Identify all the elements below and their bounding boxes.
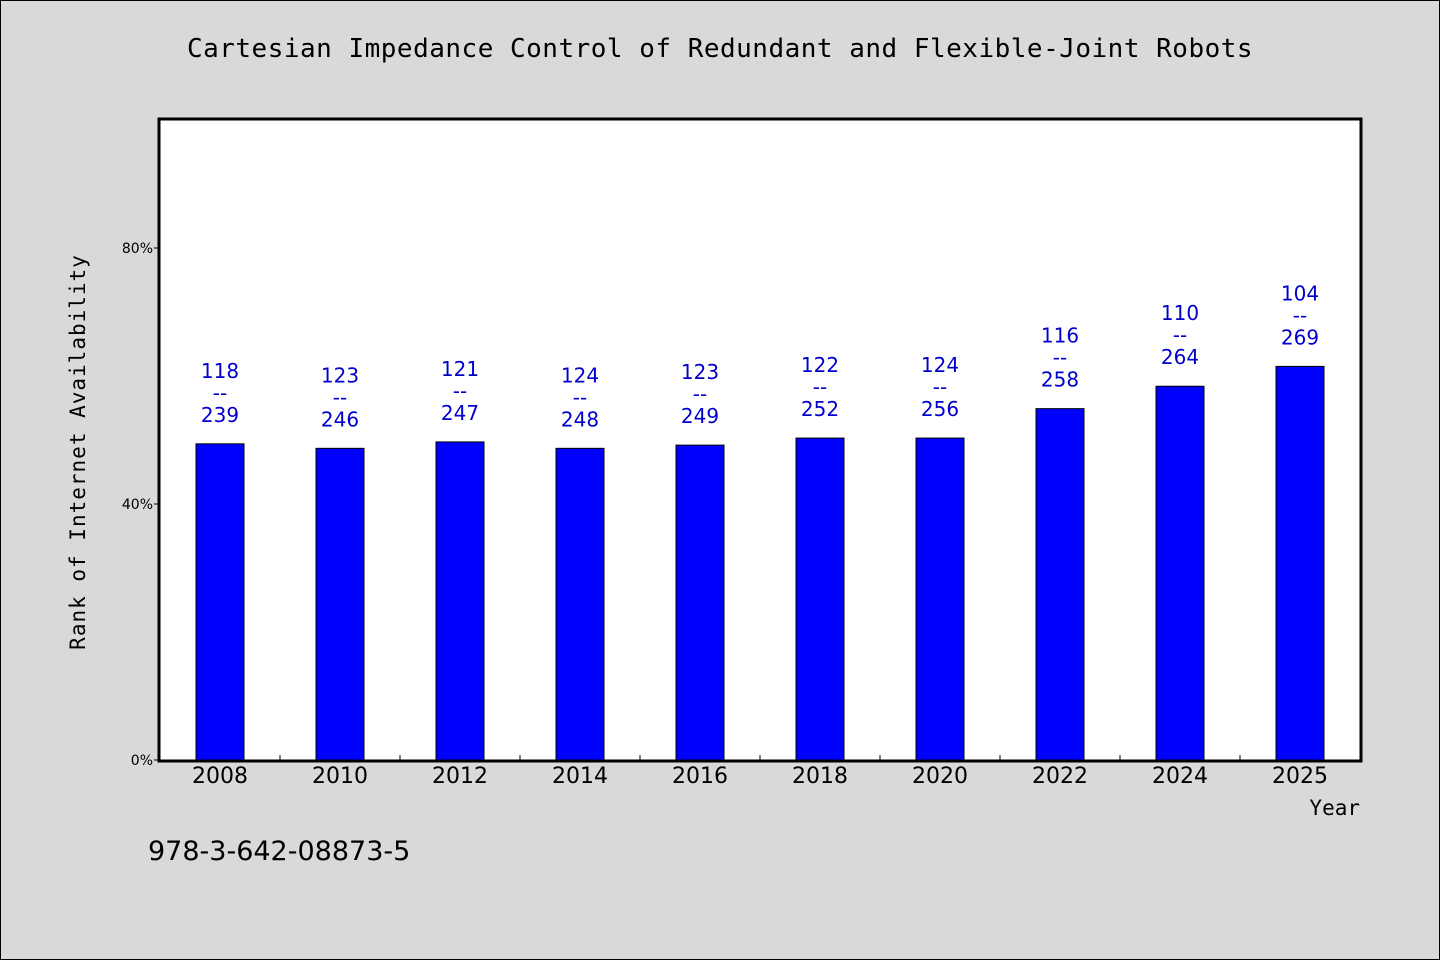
x-tick-label-2020: 2020 [912,764,968,789]
data-label-2018-line-2: -- [813,375,827,399]
y-tick-label-40: 40% [122,497,153,513]
data-label-2014-line-1: 124 [561,363,599,387]
data-label-2008-line-1: 118 [201,359,239,383]
data-label-2018-line-1: 122 [801,353,839,377]
bar-2020 [915,437,965,761]
data-label-2020-line-2: -- [933,375,947,399]
x-tick-label-2025: 2025 [1272,764,1328,789]
x-tick-label-2014: 2014 [552,764,608,789]
data-label-2014-line-2: -- [573,385,587,409]
bar-2008 [195,443,245,761]
data-label-2014-line-3: 248 [561,407,599,431]
data-label-2016-line-2: -- [693,382,707,406]
data-label-2012-line-3: 247 [441,401,479,425]
data-label-2018-line-3: 252 [801,397,839,421]
data-label-2010-line-2: -- [333,385,347,409]
data-label-2024-line-2: -- [1173,323,1187,347]
data-label-2010-line-1: 123 [321,363,359,387]
x-axis: 2008 2010 2012 2014 2016 2018 2020 2022 2024 2025 [192,755,1328,789]
x-tick-label-2024: 2024 [1152,764,1208,789]
bars-group [195,365,1325,761]
x-tick-label-2010: 2010 [312,764,368,789]
isbn-text: 978-3-642-08873-5 [148,836,411,867]
data-label-2008-line-3: 239 [201,403,239,427]
x-tick-label-2008: 2008 [192,764,248,789]
bar-2024 [1155,385,1205,761]
data-label-2025-line-2: -- [1293,303,1307,327]
bar-2022 [1035,408,1085,761]
data-label-2020-line-1: 124 [921,353,959,377]
data-label-2022-line-3: 258 [1041,368,1079,392]
data-label-2016-line-3: 249 [681,404,719,428]
y-tick-label-0: 0% [131,753,153,769]
bar-2012 [435,441,485,761]
x-tick-label-2022: 2022 [1032,764,1088,789]
x-tick-label-2018: 2018 [792,764,848,789]
data-label-2016-line-1: 123 [681,360,719,384]
bar-2014 [555,447,605,761]
y-axis: 0% 40% 80% [122,241,160,769]
bar-2025 [1275,365,1325,761]
x-tick-label-2012: 2012 [432,764,488,789]
data-label-2022-line-1: 116 [1041,324,1079,348]
data-label-2024-line-1: 110 [1161,301,1199,325]
data-label-2024-line-3: 264 [1161,345,1199,369]
data-label-2025-line-1: 104 [1281,281,1319,305]
data-label-2012-line-2: -- [453,379,467,403]
bar-2010 [315,447,365,761]
data-labels-group: 118--239123--246121--247124--248123--249… [201,281,1319,431]
y-tick-label-80: 80% [122,241,153,257]
data-label-2012-line-1: 121 [441,357,479,381]
chart-title: Cartesian Impedance Control of Redundant… [186,34,1254,64]
x-tick-label-2016: 2016 [672,764,728,789]
x-axis-label: Year [1309,796,1360,820]
bar-2018 [795,437,845,761]
bar-2016 [675,444,725,761]
data-label-2010-line-3: 246 [321,407,359,431]
data-label-2022-line-2: -- [1053,346,1067,370]
data-label-2020-line-3: 256 [921,397,959,421]
data-label-2008-line-2: -- [213,381,227,405]
data-label-2025-line-3: 269 [1281,325,1319,349]
